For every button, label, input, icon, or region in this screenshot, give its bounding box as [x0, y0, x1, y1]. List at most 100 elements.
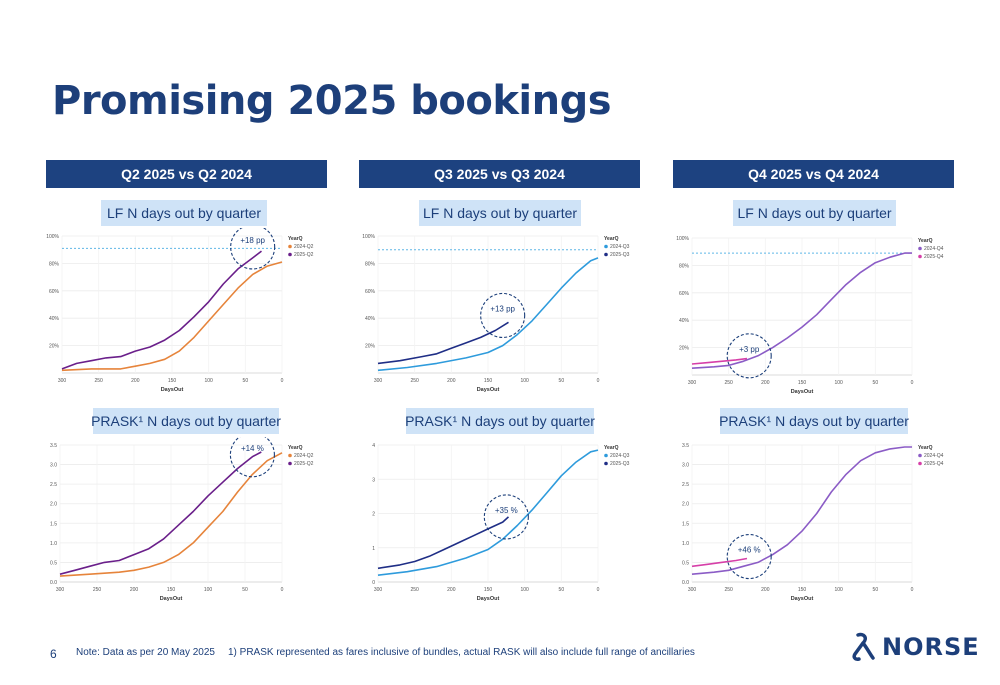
x-tick-label: 50	[559, 587, 565, 593]
legend-marker	[288, 461, 292, 466]
x-tick-label: 0	[281, 587, 284, 593]
x-tick-label: 50	[873, 587, 879, 593]
annotation-label: +46 %	[738, 546, 761, 555]
legend-label: 2024-Q4	[924, 453, 944, 459]
annotation-label: +18 pp	[240, 236, 265, 245]
chart-title-prask-q2: PRASK¹ N days out by quarter	[91, 408, 281, 434]
x-tick-label: 300	[374, 587, 383, 593]
page-title: Promising 2025 bookings	[52, 78, 612, 124]
x-tick-label: 300	[688, 587, 697, 593]
chart-title-prask-q4: PRASK¹ N days out by quarter	[719, 408, 909, 434]
legend-marker	[918, 461, 922, 466]
legend-marker	[604, 244, 608, 249]
legend-marker	[288, 252, 292, 257]
annotation-circle	[726, 534, 772, 580]
annotation-circle	[483, 494, 529, 540]
legend-title: YearQ	[604, 236, 619, 242]
x-tick-label: 150	[798, 587, 807, 593]
series-line-2024-q3	[377, 257, 599, 372]
y-tick-label: 40%	[365, 316, 376, 322]
series-line-2025-q2	[59, 451, 262, 575]
y-tick-label: 40%	[679, 318, 690, 324]
norse-logo-icon	[852, 632, 875, 661]
annotation-circle	[229, 437, 275, 478]
page-number: 6	[50, 647, 57, 661]
legend-marker	[604, 461, 608, 466]
legend-label: 2024-Q3	[610, 244, 630, 250]
x-axis-label: DaysOut	[161, 387, 184, 393]
x-tick-label: 150	[168, 378, 177, 384]
x-tick-label: 200	[447, 378, 456, 384]
chart-prask-q4: 0.0 0.5 1.0 1.5 2.0 2.5 3.0 3.5 300 250 200 150 100 5…	[682, 443, 944, 602]
x-tick-label: 0	[597, 378, 600, 384]
prask-footnote: 1) PRASK represented as fares inclusive …	[228, 647, 695, 658]
x-tick-label: 200	[130, 587, 139, 593]
y-tick-label: 60%	[365, 289, 376, 295]
legend-marker	[918, 246, 922, 251]
series-line-2025-q2	[61, 250, 262, 370]
legend-label: 2025-Q4	[924, 461, 944, 467]
y-tick-label: 0.5	[682, 560, 689, 566]
legend-label: 2024-Q2	[294, 244, 314, 250]
y-tick-label: 2	[372, 512, 375, 518]
y-tick-label: 1.5	[50, 521, 57, 527]
y-tick-label: 1.0	[682, 541, 689, 547]
data-note: Note: Data as per 20 May 2025	[76, 647, 215, 658]
x-tick-label: 50	[559, 378, 565, 384]
chart-title-lf-q4: LF N days out by quarter	[733, 200, 896, 226]
legend-marker	[604, 453, 608, 458]
x-tick-label: 200	[761, 380, 770, 386]
chart-title-prask-q3: PRASK¹ N days out by quarter	[405, 408, 595, 434]
legend-title: YearQ	[918, 445, 933, 451]
y-tick-label: 60%	[679, 291, 690, 297]
annotation-circle	[480, 292, 526, 339]
x-tick-label: 150	[484, 378, 493, 384]
y-tick-label: 80%	[679, 263, 690, 269]
y-tick-label: 2.0	[682, 502, 689, 508]
y-tick-label: 3.5	[682, 443, 689, 449]
y-tick-label: 1.5	[682, 521, 689, 527]
y-tick-label: 2.5	[682, 482, 689, 488]
legend-label: 2025-Q3	[610, 252, 630, 258]
series-line-2025-q4	[691, 357, 748, 365]
y-tick-label: 0.0	[682, 580, 689, 586]
x-tick-label: 250	[410, 378, 419, 384]
annotation-label: +13 pp	[490, 304, 515, 313]
y-tick-label: 4	[372, 443, 375, 449]
legend-marker	[288, 244, 292, 249]
annotation-circle	[230, 228, 276, 270]
series-line-2024-q4	[691, 446, 912, 575]
legend-label: 2024-Q4	[924, 246, 944, 252]
legend-marker	[918, 453, 922, 458]
x-tick-label: 250	[94, 378, 103, 384]
series-line-2025-q3	[377, 516, 510, 570]
y-tick-label: 0	[372, 580, 375, 586]
series-line-2024-q2	[61, 261, 283, 372]
x-tick-label: 50	[873, 380, 879, 386]
legend-label: 2024-Q3	[610, 453, 630, 459]
series-line-2024-q2	[59, 452, 283, 577]
y-tick-label: 1	[372, 546, 375, 552]
x-tick-label: 300	[58, 378, 67, 384]
legend-title: YearQ	[288, 236, 303, 242]
y-tick-label: 0.0	[50, 580, 57, 586]
chart-prask-q2: 0.0 0.5 1.0 1.5 2.0 2.5 3.0 3.5 300 250 200 150 100 5…	[50, 437, 314, 602]
x-tick-label: 200	[131, 378, 140, 384]
x-axis-label: DaysOut	[160, 596, 183, 602]
y-tick-label: 80%	[365, 261, 376, 267]
y-tick-label: 20%	[49, 344, 60, 350]
x-tick-label: 0	[911, 587, 914, 593]
x-tick-label: 100	[834, 587, 843, 593]
x-axis-label: DaysOut	[477, 596, 500, 602]
x-tick-label: 100	[204, 587, 213, 593]
x-tick-label: 100	[204, 378, 213, 384]
logo-text: NORSE	[882, 633, 980, 661]
x-tick-label: 150	[484, 587, 493, 593]
y-tick-label: 2.0	[50, 502, 57, 508]
x-tick-label: 250	[724, 587, 733, 593]
annotation-label: +35 %	[495, 506, 518, 515]
chart-lf-q4: 20% 40% 60% 80% 100% 300 250 200 150 100 50 0 DaysOu…	[676, 236, 944, 395]
y-tick-label: 60%	[49, 289, 60, 295]
y-tick-label: 80%	[49, 261, 60, 267]
x-tick-label: 100	[520, 587, 529, 593]
